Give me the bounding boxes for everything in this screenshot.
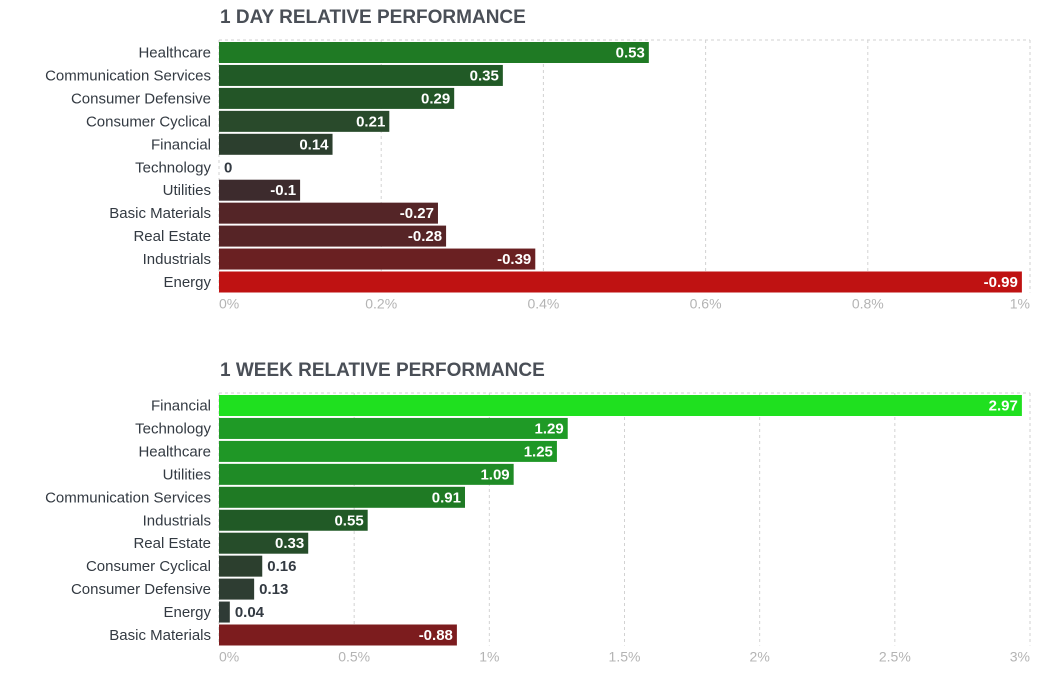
x-tick-label: 0.8% — [852, 295, 884, 311]
bar-consumer-cyclical — [219, 555, 263, 577]
category-label-industrials: Industrials — [143, 251, 211, 268]
chart-1-day: 0% 0.2% 0.4% 0.6% 0.8% 1% Healthcare 0.53 Commun… — [45, 39, 1031, 311]
value-label-technology: 0 — [224, 159, 232, 176]
category-label-technology: Technology — [135, 420, 211, 437]
value-label-healthcare: 0.53 — [616, 45, 645, 62]
category-label-consumer-cyclical: Consumer Cyclical — [86, 113, 211, 130]
category-label-communication-services: Communication Services — [45, 67, 211, 84]
value-label-financial: 0.14 — [299, 136, 329, 153]
category-label-basic-materials: Basic Materials — [109, 205, 211, 222]
bar-healthcare — [219, 440, 557, 462]
value-label-financial: 2.97 — [989, 398, 1018, 415]
value-label-technology: 1.29 — [535, 420, 564, 437]
bar-communication-services — [219, 64, 503, 86]
category-label-consumer-defensive: Consumer Defensive — [71, 581, 211, 598]
value-label-consumer-defensive: 0.29 — [421, 90, 450, 107]
value-label-communication-services: 0.91 — [432, 489, 461, 506]
x-tick-label: 0% — [219, 295, 239, 311]
bar-utilities — [219, 179, 301, 201]
category-label-energy: Energy — [163, 274, 211, 291]
category-label-industrials: Industrials — [143, 512, 211, 529]
value-label-industrials: 0.55 — [334, 512, 363, 529]
x-tick-label: 0% — [219, 648, 239, 664]
category-label-basic-materials: Basic Materials — [109, 627, 211, 644]
x-tick-label: 2.5% — [879, 648, 911, 664]
value-label-utilities: -0.1 — [270, 182, 296, 199]
value-label-basic-materials: -0.88 — [419, 627, 453, 644]
chart-title-1-week: 1 WEEK RELATIVE PERFORMANCE — [220, 360, 545, 381]
value-label-utilities: 1.09 — [480, 466, 509, 483]
value-label-consumer-cyclical: 0.21 — [356, 113, 385, 130]
value-label-basic-materials: -0.27 — [400, 205, 434, 222]
value-label-consumer-cyclical: 0.16 — [267, 558, 296, 575]
bar-basic-materials — [219, 202, 438, 224]
chart-title-1-day: 1 DAY RELATIVE PERFORMANCE — [220, 7, 526, 28]
bar-consumer-cyclical — [219, 110, 390, 132]
category-label-consumer-cyclical: Consumer Cyclical — [86, 558, 211, 575]
bar-industrials — [219, 248, 536, 270]
bar-technology — [219, 417, 568, 439]
bar-industrials — [219, 509, 368, 531]
bar-financial — [219, 395, 1022, 416]
bar-basic-materials — [219, 624, 457, 646]
category-label-energy: Energy — [163, 604, 211, 621]
category-label-financial: Financial — [151, 398, 211, 415]
category-label-technology: Technology — [135, 159, 211, 176]
value-label-industrials: -0.39 — [497, 251, 531, 268]
x-tick-label: 0.2% — [365, 295, 397, 311]
bar-consumer-defensive — [219, 578, 255, 600]
category-label-financial: Financial — [151, 136, 211, 153]
value-label-consumer-defensive: 0.13 — [259, 581, 288, 598]
bar-real-estate — [219, 225, 447, 247]
category-label-consumer-defensive: Consumer Defensive — [71, 90, 211, 107]
x-tick-label: 1% — [479, 648, 499, 664]
category-label-healthcare: Healthcare — [138, 45, 211, 62]
x-tick-label: 1.5% — [609, 648, 641, 664]
bar-consumer-defensive — [219, 87, 455, 109]
x-tick-label: 0.5% — [338, 648, 370, 664]
x-tick-label: 2% — [750, 648, 770, 664]
bar-financial — [219, 133, 333, 155]
category-label-communication-services: Communication Services — [45, 489, 211, 506]
value-label-communication-services: 0.35 — [470, 67, 499, 84]
x-tick-label: 0.4% — [527, 295, 559, 311]
bar-healthcare — [219, 42, 649, 63]
bar-communication-services — [219, 486, 466, 508]
category-label-real-estate: Real Estate — [133, 228, 211, 245]
bar-real-estate — [219, 532, 309, 554]
category-label-utilities: Utilities — [163, 466, 211, 483]
x-tick-label: 3% — [1010, 648, 1030, 664]
value-label-real-estate: 0.33 — [275, 535, 304, 552]
bar-energy — [219, 271, 1022, 293]
bar-energy — [219, 601, 230, 623]
value-label-healthcare: 1.25 — [524, 443, 553, 460]
category-label-healthcare: Healthcare — [138, 443, 211, 460]
chart-1-week: 0% 0.5% 1% 1.5% 2% 2.5% 3% Financial 2.97 Technol… — [45, 392, 1031, 664]
value-label-real-estate: -0.28 — [408, 228, 442, 245]
bar-utilities — [219, 463, 514, 485]
category-label-utilities: Utilities — [163, 182, 211, 199]
x-tick-label: 0.6% — [690, 295, 722, 311]
category-label-real-estate: Real Estate — [133, 535, 211, 552]
x-tick-label: 1% — [1010, 295, 1030, 311]
value-label-energy: 0.04 — [235, 604, 265, 621]
value-label-energy: -0.99 — [984, 274, 1018, 291]
